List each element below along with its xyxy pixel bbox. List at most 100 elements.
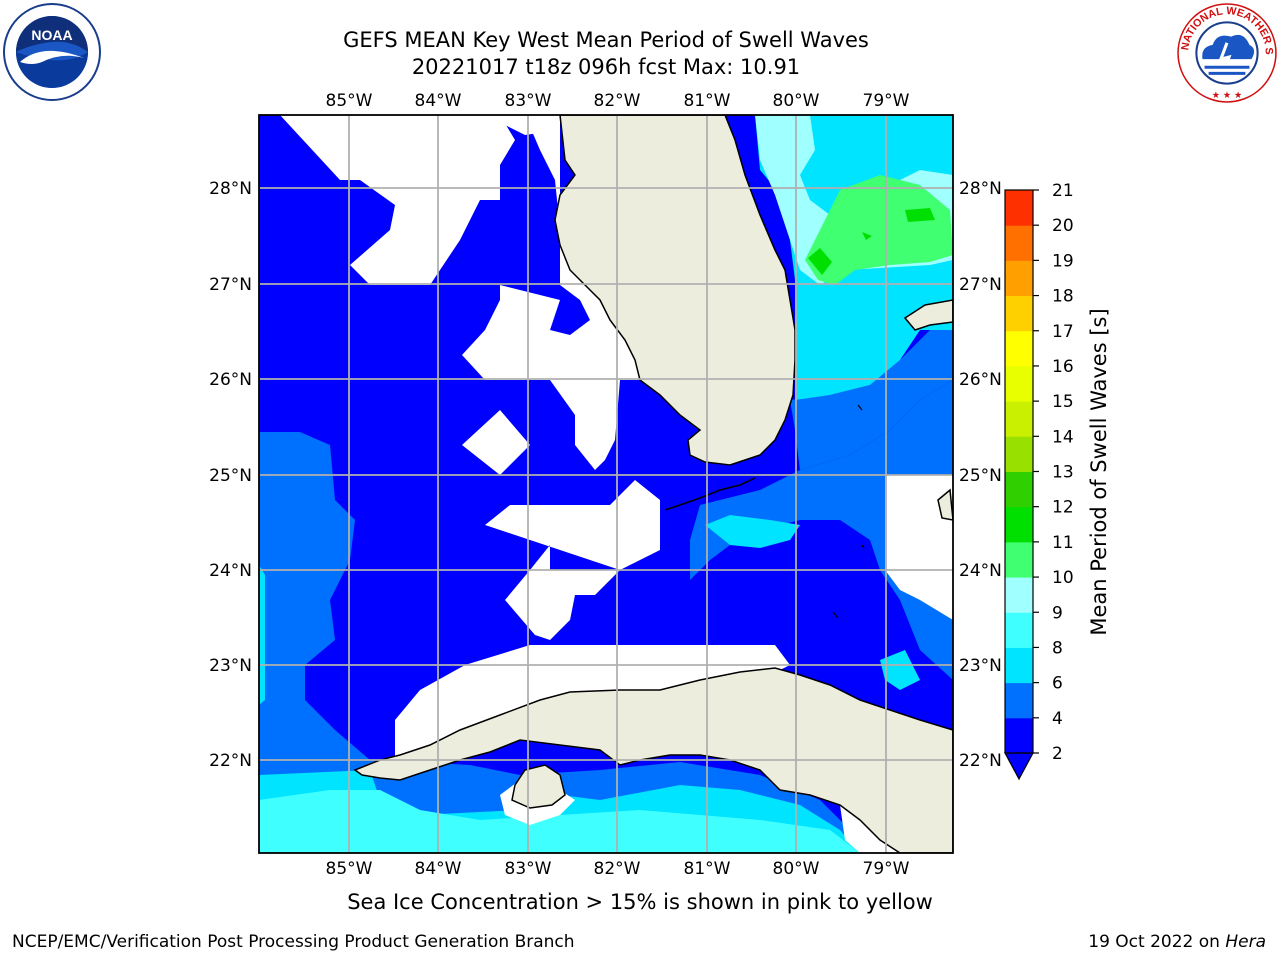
producer-credit: NCEP/EMC/Verification Post Processing Pr… bbox=[12, 932, 575, 952]
colorbar-segment bbox=[1005, 365, 1033, 402]
lon-label-bottom: 81°W bbox=[684, 859, 731, 879]
colorbar-segment bbox=[1005, 225, 1033, 261]
lat-label-right: 24°N bbox=[959, 561, 1002, 581]
lat-label-left: 27°N bbox=[209, 275, 252, 295]
white-region-east bbox=[885, 475, 953, 620]
lon-label-bottom: 80°W bbox=[773, 859, 820, 879]
lon-label-top: 79°W bbox=[863, 91, 910, 111]
colorbar-tick-label: 6 bbox=[1052, 674, 1063, 694]
colorbar-tick-label: 18 bbox=[1052, 287, 1074, 307]
lon-label-top: 81°W bbox=[684, 91, 731, 111]
colorbar-tick-label: 8 bbox=[1052, 638, 1063, 658]
colorbar-tick-label: 21 bbox=[1052, 181, 1074, 201]
colorbar-segment bbox=[1005, 577, 1033, 613]
run-date: 19 Oct 2022 on Hera bbox=[1088, 932, 1266, 952]
white-region-center bbox=[462, 410, 530, 475]
swell-contour-10-11-patch-a bbox=[808, 248, 832, 275]
colorbar-segment bbox=[1005, 190, 1033, 226]
swell-contour-4-6-east bbox=[690, 380, 953, 680]
white-region-southwest bbox=[395, 645, 790, 760]
lon-label-bottom: 82°W bbox=[594, 859, 641, 879]
grand-bahama bbox=[903, 299, 953, 331]
graticule bbox=[259, 115, 953, 853]
colorbar-segment bbox=[1005, 330, 1033, 367]
colorbar: 2 4 6 8 9 10 11 12 13 14 15 16 17 18 19 20 21 bbox=[1003, 181, 1074, 781]
map-title-line2: 20221017 t18z 096h fcst Max: 10.91 bbox=[411, 55, 801, 79]
lon-label-bottom: 84°W bbox=[415, 859, 462, 879]
colorbar-label: Mean Period of Swell Waves [s] bbox=[1087, 308, 1111, 635]
colorbar-tick-label: 12 bbox=[1052, 498, 1074, 518]
cay-sal bbox=[832, 404, 865, 619]
svg-text:★ ★ ★: ★ ★ ★ bbox=[1212, 90, 1243, 101]
colorbar-segment bbox=[1005, 295, 1033, 332]
lat-label-left: 22°N bbox=[209, 751, 252, 771]
swell-contour-4-6-west bbox=[259, 432, 370, 760]
colorbar-tick-label: 4 bbox=[1052, 709, 1063, 729]
lat-labels-right: 28°N 27°N 26°N 25°N 24°N 23°N 22°N bbox=[959, 179, 1002, 771]
colorbar-tick-label: 2 bbox=[1052, 744, 1063, 764]
swell-contour-6-8-west bbox=[259, 565, 265, 705]
lat-label-left: 25°N bbox=[209, 466, 252, 486]
run-date-text: 19 Oct 2022 on bbox=[1088, 932, 1226, 952]
colorbar-segment bbox=[1005, 541, 1033, 578]
lon-label-top: 82°W bbox=[594, 91, 641, 111]
florida-keys bbox=[664, 477, 756, 511]
lat-label-right: 25°N bbox=[959, 466, 1002, 486]
lat-label-left: 24°N bbox=[209, 561, 252, 581]
lat-labels-left: 28°N 27°N 26°N 25°N 24°N 23°N 22°N bbox=[209, 179, 252, 771]
lat-label-right: 23°N bbox=[959, 656, 1002, 676]
lat-label-left: 28°N bbox=[209, 179, 252, 199]
map-area bbox=[259, 115, 953, 853]
colorbar-segment bbox=[1005, 717, 1033, 754]
swell-contour-4-6-east-atl bbox=[790, 330, 953, 470]
lat-label-left: 26°N bbox=[209, 370, 252, 390]
noaa-logo-icon: NOAA bbox=[3, 3, 101, 101]
colorbar-segment bbox=[1005, 436, 1033, 472]
host-name: Hera bbox=[1225, 932, 1266, 952]
swell-contour-8-9-south bbox=[259, 790, 860, 853]
lat-label-right: 27°N bbox=[959, 275, 1002, 295]
andros-island bbox=[937, 488, 953, 521]
lon-label-bottom: 83°W bbox=[505, 859, 552, 879]
lat-label-left: 23°N bbox=[209, 656, 252, 676]
isle-of-youth bbox=[511, 764, 566, 809]
lon-labels-bottom: 85°W 84°W 83°W 82°W 81°W 80°W 79°W bbox=[326, 859, 910, 879]
nws-logo-icon: NATIONAL WEATHER SERVICE ★ ★ ★ bbox=[1176, 2, 1277, 103]
colorbar-segment bbox=[1005, 471, 1033, 508]
swell-contour-10-11-patch-c bbox=[862, 232, 872, 240]
swell-contour-9-10-atlantic bbox=[805, 175, 953, 285]
colorbar-tick-label: 15 bbox=[1052, 392, 1074, 412]
colorbar-tick-label: 17 bbox=[1052, 322, 1074, 342]
colorbar-segment bbox=[1005, 401, 1033, 437]
map-frame bbox=[258, 114, 954, 854]
lon-labels-top: 85°W 84°W 83°W 82°W 81°W 80°W 79°W bbox=[326, 91, 910, 111]
colorbar-tick-label: 19 bbox=[1052, 251, 1074, 271]
lon-label-top: 83°W bbox=[505, 91, 552, 111]
colorbar-segment bbox=[1005, 612, 1033, 648]
colorbar-segment bbox=[1005, 647, 1033, 684]
lat-label-right: 22°N bbox=[959, 751, 1002, 771]
lat-label-right: 26°N bbox=[959, 370, 1002, 390]
colorbar-tick-label: 11 bbox=[1052, 533, 1074, 553]
colorbar-segment bbox=[1005, 682, 1033, 719]
colorbar-tick-label: 14 bbox=[1052, 427, 1074, 447]
cuba-island bbox=[353, 667, 953, 853]
lon-label-top: 84°W bbox=[415, 91, 462, 111]
florida-peninsula bbox=[554, 115, 796, 466]
white-region-center2 bbox=[550, 380, 620, 470]
swell-contour-6-8-patch2 bbox=[880, 650, 920, 690]
colorbar-segment bbox=[1005, 260, 1033, 297]
colorbar-extend-arrow bbox=[1003, 752, 1035, 781]
swell-contour-6-8-patch bbox=[705, 515, 800, 548]
swell-contour-10-11-patch-b bbox=[905, 208, 935, 222]
colorbar-tick-label: 16 bbox=[1052, 357, 1074, 377]
lon-label-bottom: 79°W bbox=[863, 859, 910, 879]
svg-text:NOAA: NOAA bbox=[31, 27, 72, 43]
lon-label-top: 80°W bbox=[773, 91, 820, 111]
map-title-line1: GEFS MEAN Key West Mean Period of Swell … bbox=[343, 28, 869, 52]
colorbar-segment bbox=[1005, 506, 1033, 543]
colorbar-tick-label: 9 bbox=[1052, 603, 1063, 623]
lon-label-bottom: 85°W bbox=[326, 859, 373, 879]
